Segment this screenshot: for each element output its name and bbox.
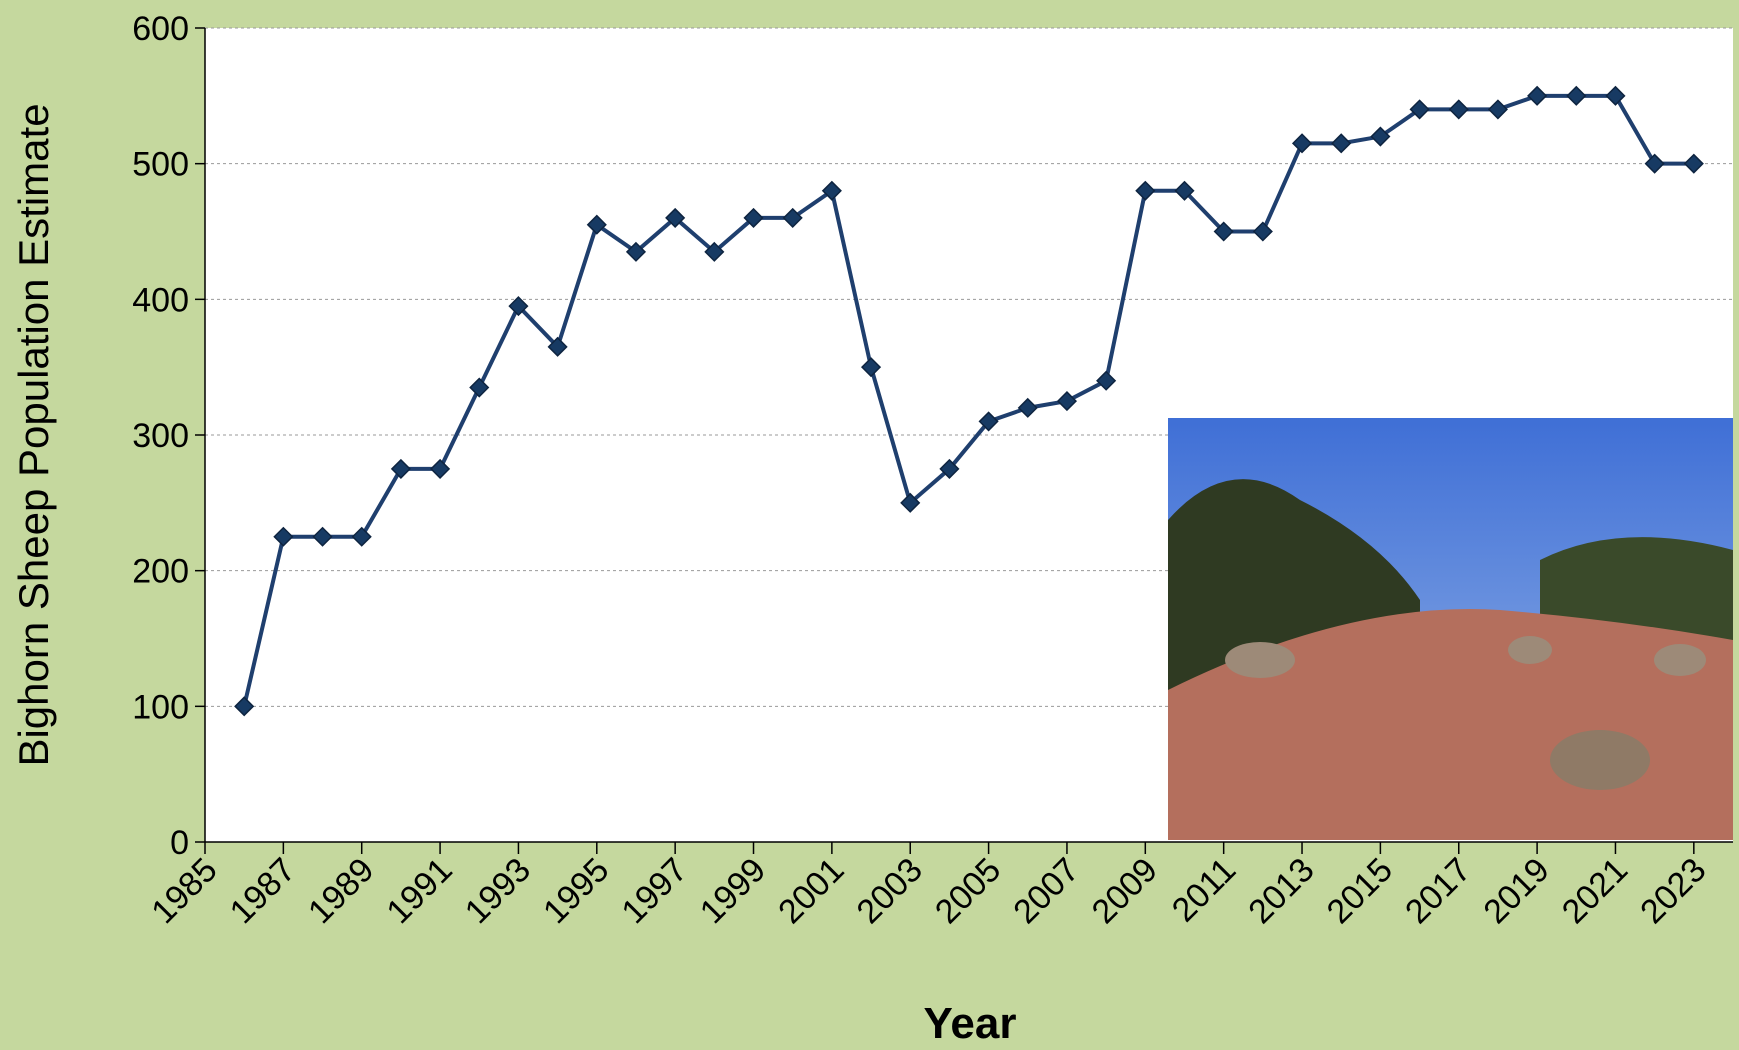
x-tick-label: 2001 [771, 851, 851, 931]
x-axis-label: Year [924, 999, 1017, 1048]
x-tick-label: 1989 [301, 851, 381, 931]
y-tick-label: 600 [132, 10, 189, 48]
x-tick-label: 2019 [1476, 851, 1556, 931]
x-tick-label: 1993 [458, 851, 538, 931]
y-tick-label: 500 [132, 146, 189, 184]
x-tick-label: 2013 [1241, 851, 1321, 931]
x-tick-label: 2023 [1633, 851, 1713, 931]
x-tick-label: 1995 [536, 851, 616, 931]
y-tick-label: 300 [132, 417, 189, 455]
x-tick-label: 2005 [928, 851, 1008, 931]
x-tick-label: 1997 [614, 851, 694, 931]
y-tick-label: 400 [132, 281, 189, 319]
x-tick-label: 2007 [1006, 851, 1086, 931]
y-tick-label: 100 [132, 688, 189, 726]
x-tick-label: 1991 [379, 851, 459, 931]
x-tick-label: 1985 [144, 851, 224, 931]
x-tick-label: 2015 [1320, 851, 1400, 931]
x-tick-label: 1987 [223, 851, 303, 931]
y-tick-label: 200 [132, 553, 189, 591]
x-tick-label: 2009 [1085, 851, 1165, 931]
x-tick-label: 1999 [693, 851, 773, 931]
inset-photo [1168, 418, 1733, 840]
y-axis-label: Bighorn Sheep Population Estimate [10, 103, 57, 766]
y-tick-label: 0 [170, 824, 189, 862]
x-tick-label: 2011 [1165, 851, 1244, 930]
x-tick-label: 2021 [1555, 851, 1635, 931]
x-tick-label: 2017 [1398, 851, 1478, 931]
chart: Year Bighorn Sheep Population Estimate 0… [0, 0, 1739, 1050]
x-tick-label: 2003 [850, 851, 930, 931]
